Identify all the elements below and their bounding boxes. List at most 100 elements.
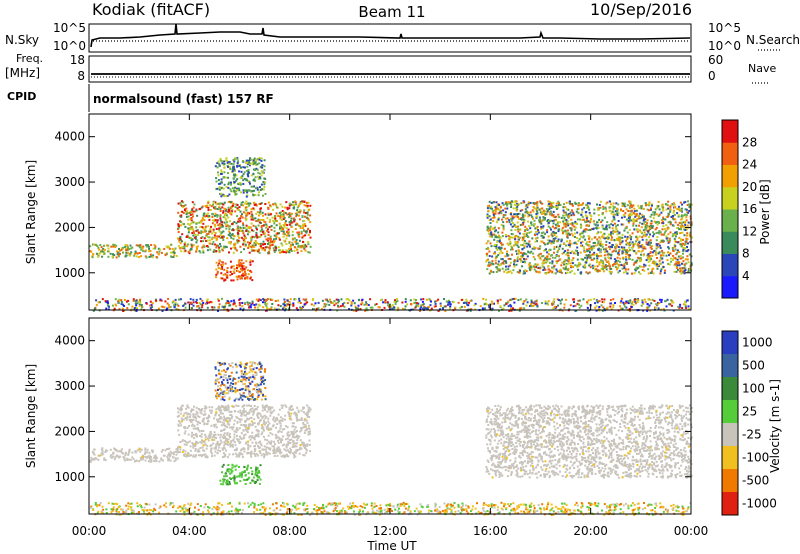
radar-echo-cell bbox=[636, 237, 639, 240]
radar-echo-cell bbox=[602, 262, 605, 264]
radar-echo-cell bbox=[660, 211, 663, 214]
ytick-label: 1000 bbox=[54, 266, 85, 280]
radar-echo-cell bbox=[191, 245, 194, 248]
radar-echo-cell bbox=[628, 206, 631, 209]
radar-echo-cell bbox=[637, 214, 640, 217]
radar-echo-cell bbox=[274, 300, 277, 302]
radar-echo-cell bbox=[624, 305, 626, 308]
radar-echo-cell bbox=[100, 448, 103, 451]
radar-echo-cell bbox=[290, 226, 293, 228]
radar-echo-cell bbox=[206, 245, 209, 247]
radar-echo-cell bbox=[369, 298, 372, 301]
radar-echo-cell bbox=[686, 258, 689, 261]
radar-echo-cell bbox=[215, 180, 218, 183]
radar-echo-cell bbox=[535, 202, 537, 205]
radar-echo-cell bbox=[494, 252, 497, 255]
radar-echo-cell bbox=[626, 242, 629, 244]
radar-echo-cell bbox=[225, 195, 228, 198]
radar-echo-cell bbox=[504, 268, 507, 271]
radar-echo-cell bbox=[266, 302, 269, 305]
radar-echo-cell bbox=[139, 458, 142, 461]
radar-echo-cell bbox=[603, 216, 606, 219]
noise-panel-frame bbox=[88, 23, 692, 53]
radar-echo-cell bbox=[565, 298, 568, 301]
radar-echo-cell bbox=[675, 240, 678, 243]
radar-echo-cell bbox=[667, 262, 670, 265]
radar-echo-cell bbox=[611, 250, 614, 253]
radar-echo-cell bbox=[569, 211, 572, 214]
radar-echo-cell bbox=[213, 249, 216, 252]
radar-echo-cell bbox=[645, 238, 648, 241]
radar-echo-cell bbox=[92, 309, 95, 312]
radar-echo-cell bbox=[589, 256, 592, 259]
radar-echo-cell bbox=[219, 243, 221, 245]
radar-echo-cell bbox=[627, 217, 630, 220]
radar-echo-cell bbox=[215, 246, 218, 249]
radar-echo-cell bbox=[162, 454, 165, 457]
radar-echo-cell bbox=[108, 305, 110, 308]
radar-echo-cell bbox=[504, 211, 507, 214]
radar-echo-cell bbox=[557, 254, 560, 257]
radar-echo-cell bbox=[679, 257, 682, 260]
radar-echo-cell bbox=[293, 219, 296, 222]
radar-echo-cell bbox=[576, 264, 579, 267]
radar-echo-cell bbox=[662, 225, 665, 228]
radar-echo-cell bbox=[635, 209, 638, 212]
radar-echo-cell bbox=[222, 176, 225, 179]
radar-echo-cell bbox=[518, 228, 521, 231]
radar-echo-cell bbox=[221, 266, 224, 268]
radar-echo-cell bbox=[244, 235, 247, 238]
radar-echo-cell bbox=[509, 242, 512, 245]
radar-echo-cell bbox=[433, 305, 436, 308]
radar-echo-cell bbox=[151, 306, 153, 309]
radar-echo-cell bbox=[552, 242, 555, 244]
radar-echo-cell bbox=[652, 272, 655, 275]
radar-echo-cell bbox=[375, 303, 378, 306]
radar-echo-cell bbox=[565, 219, 568, 221]
radar-echo-cell bbox=[594, 244, 597, 247]
radar-echo-cell bbox=[106, 250, 109, 253]
radar-echo-cell bbox=[676, 212, 679, 215]
radar-echo-cell bbox=[173, 460, 176, 463]
radar-echo-cell bbox=[173, 254, 176, 257]
radar-echo-cell bbox=[674, 248, 677, 251]
radar-echo-cell bbox=[518, 309, 521, 312]
radar-echo-cell bbox=[613, 222, 616, 225]
radar-echo-cell bbox=[605, 202, 608, 205]
radar-echo-cell bbox=[151, 256, 154, 259]
radar-echo-cell bbox=[223, 166, 226, 169]
radar-echo-cell bbox=[641, 246, 644, 249]
radar-echo-cell bbox=[519, 251, 522, 254]
radar-echo-cell bbox=[207, 232, 210, 235]
radar-echo-cell bbox=[601, 243, 604, 246]
radar-echo-cell bbox=[669, 252, 672, 255]
radar-echo-cell bbox=[618, 250, 621, 253]
radar-echo-cell bbox=[599, 254, 602, 257]
radar-echo-cell bbox=[665, 203, 668, 206]
radar-echo-cell bbox=[302, 227, 304, 229]
radar-echo-cell bbox=[180, 250, 183, 253]
radar-echo-cell bbox=[125, 254, 128, 257]
radar-echo-cell bbox=[228, 241, 231, 244]
radar-echo-cell bbox=[230, 236, 233, 239]
power-ylabel: Slant Range [km] bbox=[24, 160, 38, 264]
radar-echo-cell bbox=[525, 204, 528, 206]
radar-echo-cell bbox=[511, 217, 514, 220]
radar-echo-cell bbox=[571, 234, 574, 237]
radar-echo-cell bbox=[664, 269, 666, 272]
radar-echo-cell bbox=[252, 244, 255, 247]
radar-echo-cell bbox=[242, 191, 245, 194]
radar-echo-cell bbox=[527, 243, 530, 246]
radar-echo-cell bbox=[638, 221, 641, 224]
radar-echo-cell bbox=[573, 272, 576, 275]
radar-echo-cell bbox=[583, 247, 586, 250]
radar-echo-cell bbox=[489, 235, 492, 238]
ytick-label: 4000 bbox=[54, 130, 85, 144]
radar-echo-cell bbox=[611, 227, 614, 230]
radar-echo-cell bbox=[228, 410, 231, 413]
radar-echo-cell bbox=[308, 231, 311, 234]
radar-echo-cell bbox=[193, 236, 196, 239]
radar-echo-cell bbox=[116, 454, 118, 457]
radar-echo-cell bbox=[185, 411, 188, 414]
radar-echo-cell bbox=[132, 299, 135, 302]
